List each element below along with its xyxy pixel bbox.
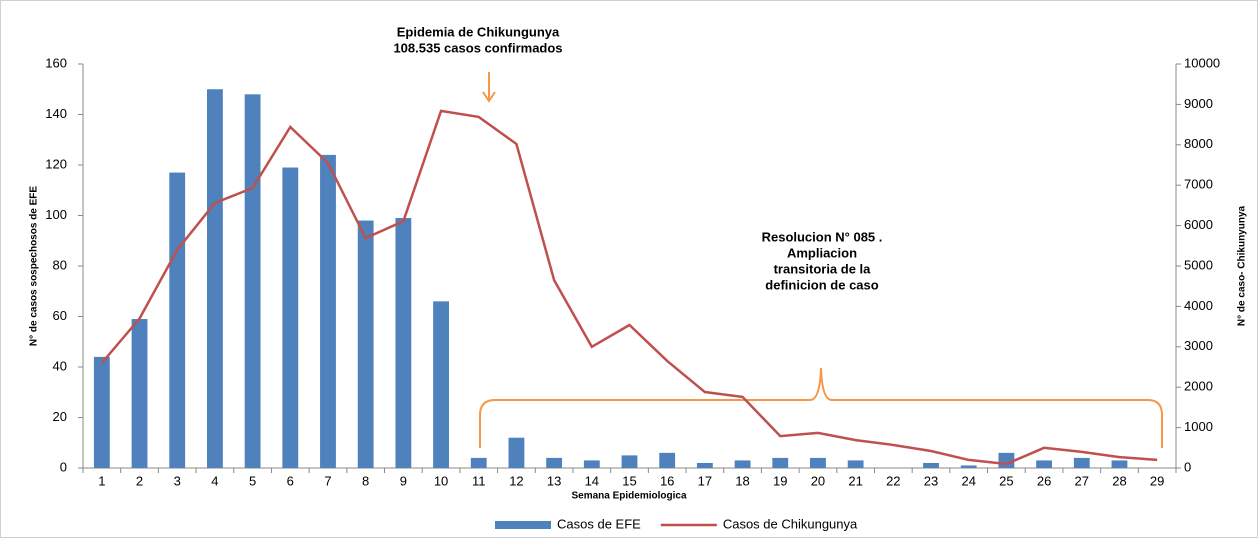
x-tick-label: 8: [362, 473, 369, 488]
x-tick-label: 9: [400, 473, 407, 488]
bar: [131, 319, 148, 468]
x-tick-label: 3: [174, 473, 181, 488]
x-tick-label: 14: [585, 473, 599, 488]
x-tick-label: 23: [924, 473, 938, 488]
bar: [433, 301, 449, 468]
y-tick-label: 120: [45, 156, 67, 171]
x-tick-label: 7: [324, 473, 331, 488]
bar: [357, 220, 374, 468]
y2-tick-label: 5000: [1184, 257, 1213, 272]
y2-tick-label: 6000: [1184, 217, 1213, 232]
x-tick-label: 19: [773, 473, 787, 488]
x-tick-label: 12: [509, 473, 523, 488]
x-tick-label: 13: [547, 473, 561, 488]
x-tick-label: 26: [1037, 473, 1051, 488]
y-axis-title: N° de casos sospechosos de EFE: [29, 186, 40, 346]
bar: [659, 452, 676, 468]
y-tick-label: 80: [53, 257, 67, 272]
annotation: transitoria de la: [774, 261, 872, 276]
y2-tick-label: 3000: [1184, 338, 1213, 353]
y-tick-label: 0: [60, 459, 67, 474]
y2-tick-label: 7000: [1184, 177, 1213, 192]
bar: [546, 457, 563, 468]
bar: [734, 460, 751, 468]
x-tick-label: 2: [136, 473, 143, 488]
bar: [621, 455, 638, 468]
x-tick-label: 25: [999, 473, 1013, 488]
bar: [508, 437, 525, 468]
x-tick-label: 17: [698, 473, 712, 488]
bar: [93, 356, 110, 468]
legend-swatch: [495, 521, 551, 529]
bar: [1036, 460, 1053, 468]
bar: [282, 167, 299, 468]
y-tick-label: 100: [45, 207, 67, 222]
annotation: Resolucion N° 085 .: [762, 229, 883, 244]
y2-axis-title: N° de caso- Chikunyunya: [1237, 205, 1248, 326]
legend-label: Casos de EFE: [557, 516, 641, 531]
y-tick-label: 20: [53, 409, 67, 424]
bar: [206, 89, 223, 468]
bar: [169, 172, 186, 468]
x-tick-label: 15: [622, 473, 636, 488]
bar: [244, 94, 261, 469]
x-tick-label: 28: [1112, 473, 1126, 488]
y2-tick-label: 1000: [1184, 419, 1213, 434]
line: [100, 109, 1158, 466]
annotation: 108.535 casos confirmados: [393, 40, 562, 55]
x-tick-label: 29: [1150, 473, 1164, 488]
x-tick-label: 20: [811, 473, 825, 488]
bar: [810, 457, 826, 468]
y-tick-label: 140: [45, 106, 67, 121]
y2-tick-label: 8000: [1184, 136, 1213, 151]
y2-tick-label: 9000: [1184, 96, 1213, 111]
bar: [923, 462, 939, 468]
annotation: Epidemia de Chikungunya: [397, 24, 560, 39]
x-tick-label: 27: [1075, 473, 1089, 488]
bar: [470, 457, 487, 468]
y2-tick-label: 4000: [1184, 298, 1213, 313]
x-tick-label: 11: [472, 473, 486, 488]
y2-tick-label: 2000: [1184, 379, 1213, 394]
bar: [320, 154, 336, 468]
x-tick-label: 10: [434, 473, 448, 488]
y-tick-label: 160: [45, 55, 67, 70]
bar: [1073, 457, 1090, 468]
annotation: Ampliacion: [787, 245, 857, 260]
bar: [960, 465, 977, 468]
bar: [772, 457, 789, 468]
x-tick-label: 1: [98, 473, 105, 488]
x-tick-label: 5: [249, 473, 256, 488]
x-tick-label: 16: [660, 473, 674, 488]
bar: [696, 462, 713, 468]
bar: [583, 460, 600, 468]
y-tick-label: 40: [53, 358, 67, 373]
x-tick-label: 22: [886, 473, 900, 488]
brace: [479, 367, 1163, 448]
arrow: [482, 72, 496, 103]
x-tick-label: 4: [211, 473, 218, 488]
x-tick-label: 24: [961, 473, 975, 488]
bar: [1111, 460, 1128, 468]
y2-tick-label: 10000: [1184, 55, 1220, 70]
bar: [847, 460, 864, 468]
x-axis-title: Semana Epidemiologica: [571, 491, 686, 502]
x-tick-label: 18: [735, 473, 749, 488]
legend-label: Casos de Chikungunya: [723, 516, 858, 531]
y2-tick-label: 0: [1184, 459, 1191, 474]
x-tick-label: 6: [287, 473, 294, 488]
annotation: definicion de caso: [765, 277, 878, 292]
bar: [395, 218, 412, 468]
y-tick-label: 60: [53, 308, 67, 323]
x-tick-label: 21: [848, 473, 862, 488]
